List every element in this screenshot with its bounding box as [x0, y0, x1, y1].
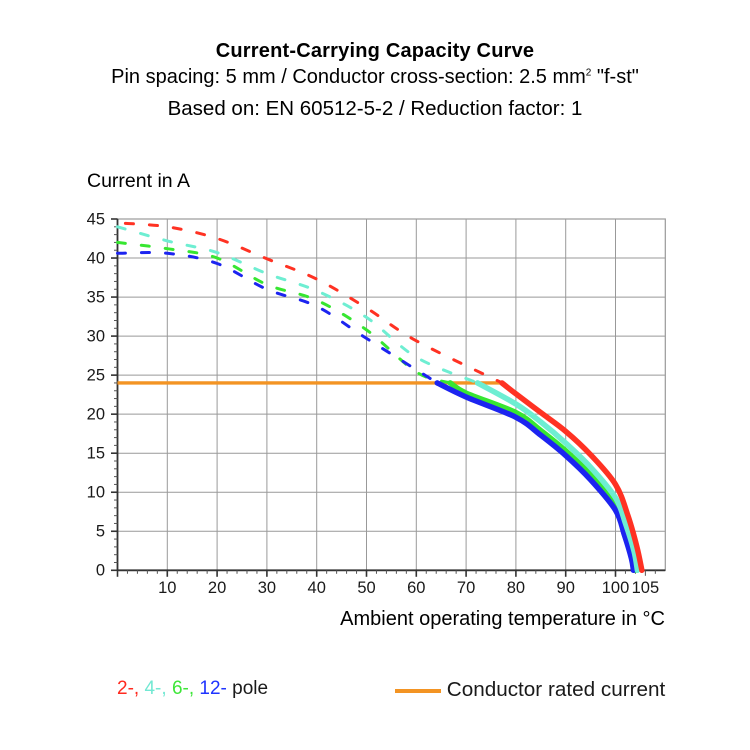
svg-text:45: 45 [87, 211, 105, 229]
svg-text:80: 80 [507, 579, 525, 597]
svg-text:30: 30 [258, 579, 276, 597]
svg-text:30: 30 [87, 328, 105, 346]
svg-text:10: 10 [158, 579, 176, 597]
svg-text:20: 20 [87, 406, 105, 424]
svg-text:40: 40 [308, 579, 326, 597]
svg-text:10: 10 [87, 484, 105, 502]
svg-text:70: 70 [457, 579, 475, 597]
svg-text:15: 15 [87, 445, 105, 463]
svg-text:50: 50 [357, 579, 375, 597]
svg-text:5: 5 [96, 523, 105, 541]
svg-text:35: 35 [87, 289, 105, 307]
svg-text:25: 25 [87, 367, 105, 385]
svg-text:0: 0 [96, 562, 105, 580]
svg-text:100: 100 [602, 579, 630, 597]
svg-text:40: 40 [87, 250, 105, 268]
svg-text:90: 90 [557, 579, 575, 597]
svg-text:20: 20 [208, 579, 226, 597]
svg-text:105: 105 [632, 579, 660, 597]
svg-text:60: 60 [407, 579, 425, 597]
